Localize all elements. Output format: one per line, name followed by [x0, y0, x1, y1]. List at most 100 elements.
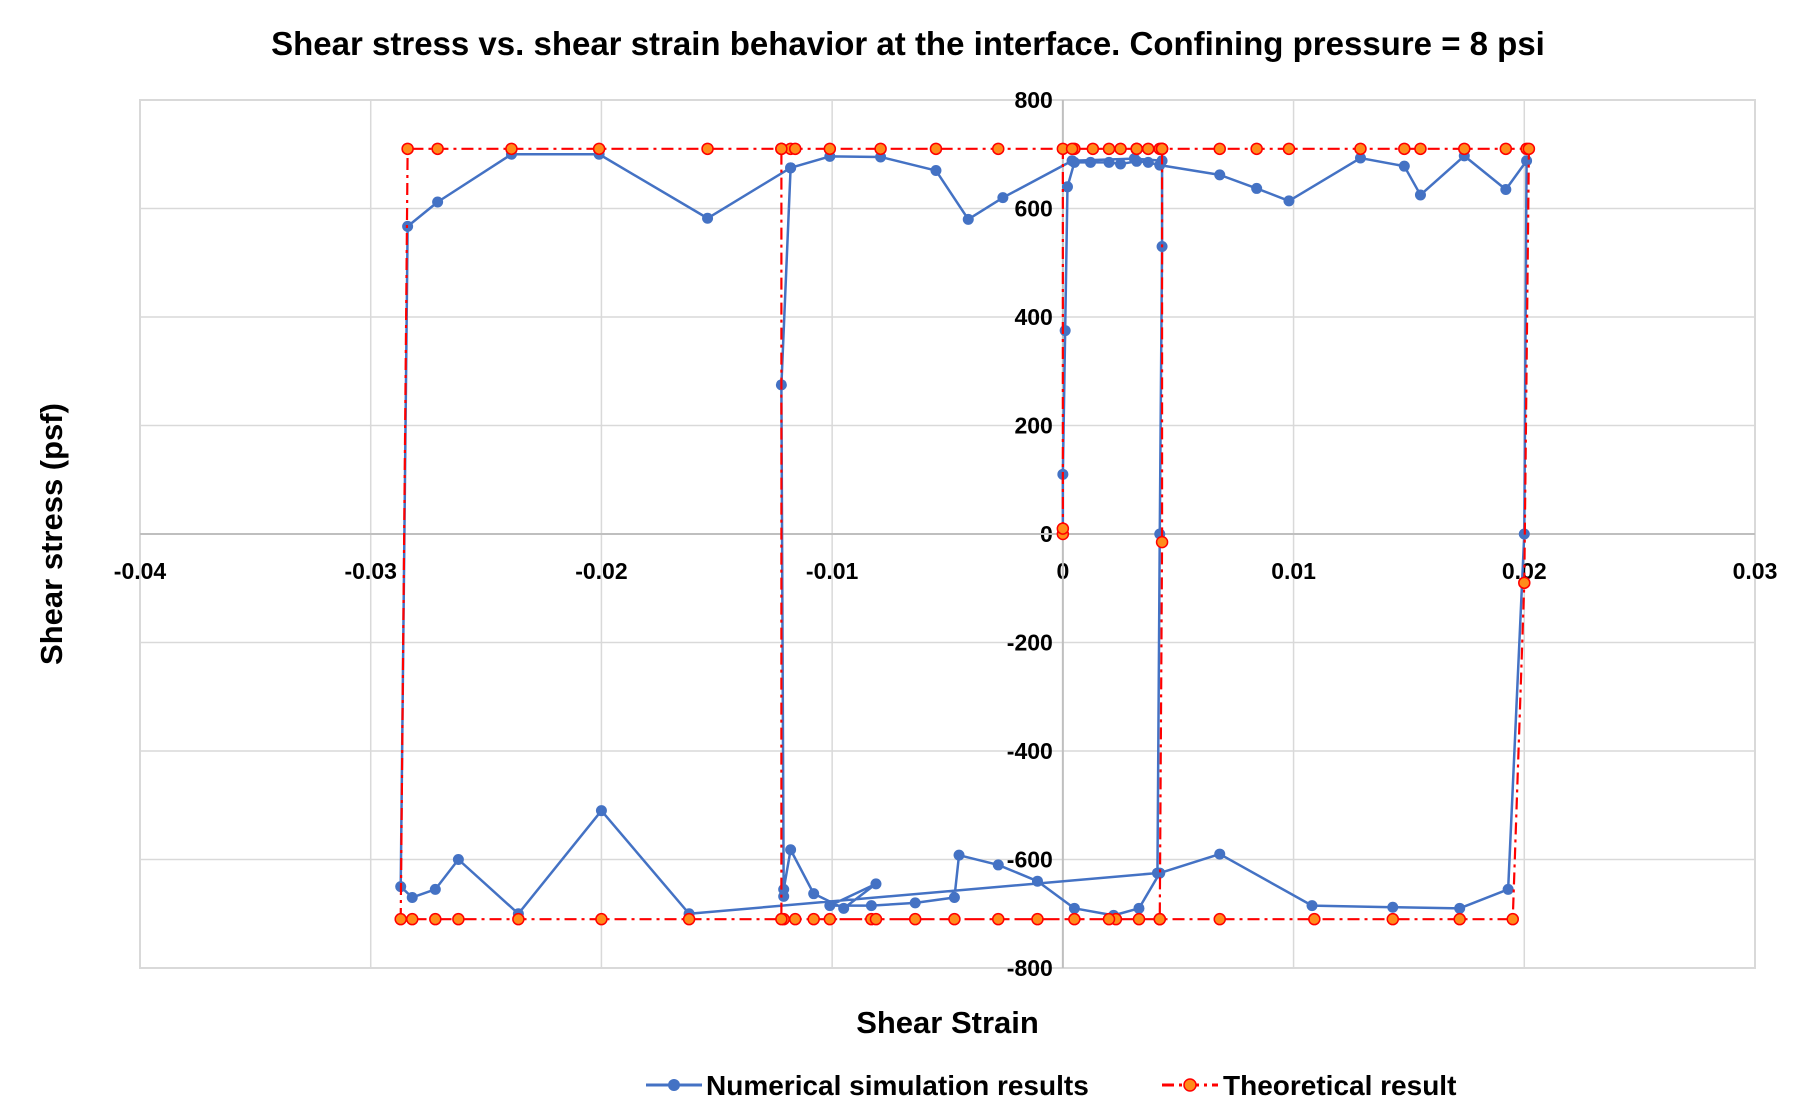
data-point	[1132, 912, 1146, 926]
data-point	[452, 854, 464, 865]
data-point	[1130, 142, 1143, 156]
data-point	[962, 213, 974, 225]
y-tick-label: -400	[1007, 738, 1053, 764]
data-point	[788, 142, 802, 156]
data-point	[1031, 912, 1044, 926]
data-point	[808, 888, 820, 900]
data-point	[682, 912, 696, 926]
data-point	[775, 912, 788, 926]
data-point	[908, 912, 922, 926]
data-point	[505, 142, 518, 156]
data-point	[1155, 535, 1169, 549]
data-point	[1065, 142, 1079, 156]
data-point	[874, 142, 887, 156]
data-point	[1059, 325, 1071, 337]
data-point	[1102, 912, 1116, 926]
x-tick-label: -0.03	[344, 558, 396, 584]
data-point	[997, 192, 1009, 204]
data-point	[929, 142, 943, 156]
data-point	[930, 165, 942, 177]
data-point	[1308, 912, 1321, 926]
data-point	[865, 900, 877, 912]
data-point	[701, 142, 714, 156]
data-point	[1142, 156, 1154, 168]
y-tick-label: 800	[1014, 87, 1052, 113]
data-point	[1250, 142, 1263, 156]
data-point	[778, 890, 790, 902]
data-point	[1102, 142, 1116, 156]
data-point	[1521, 155, 1533, 167]
legend-item-numerical[interactable]: Numerical simulation results	[646, 1070, 1089, 1101]
legend-item-theoretical[interactable]: Theoretical result	[1162, 1070, 1456, 1101]
data-point	[1387, 901, 1399, 913]
x-tick-label: 0.01	[1271, 558, 1316, 584]
data-point	[788, 912, 802, 926]
data-point	[595, 805, 607, 817]
data-point	[870, 878, 882, 890]
data-point	[807, 912, 820, 926]
data-point	[992, 142, 1005, 156]
data-point	[1414, 189, 1426, 201]
y-tick-label: 200	[1014, 413, 1052, 439]
data-point	[1398, 160, 1410, 172]
data-point	[948, 912, 961, 926]
data-point	[1502, 883, 1514, 895]
data-point	[1061, 181, 1073, 193]
data-point	[1103, 156, 1115, 168]
x-tick-label: 0.03	[1733, 558, 1778, 584]
data-point	[909, 897, 921, 909]
data-point	[1251, 182, 1263, 194]
data-point	[1518, 576, 1531, 590]
legend-marker-numerical	[668, 1079, 680, 1091]
data-point	[429, 912, 442, 926]
chart-title: Shear stress vs. shear strain behavior a…	[271, 25, 1545, 62]
data-point	[1153, 912, 1167, 926]
data-point	[452, 912, 465, 926]
data-point	[1354, 152, 1366, 164]
data-point	[1068, 912, 1081, 926]
data-point	[992, 912, 1005, 926]
data-point	[512, 912, 525, 926]
y-tick-label: -800	[1007, 955, 1053, 981]
data-point	[1354, 142, 1367, 156]
legend-marker-theoretical	[1183, 1078, 1197, 1092]
y-tick-label: 400	[1014, 304, 1052, 330]
data-point	[1151, 867, 1163, 879]
data-point	[1453, 912, 1466, 926]
data-point	[953, 849, 965, 861]
legend-label-numerical: Numerical simulation results	[706, 1070, 1089, 1101]
y-tick-label: -200	[1007, 630, 1053, 656]
data-point	[1066, 155, 1078, 167]
data-point	[1214, 848, 1226, 860]
legend-label-theoretical: Theoretical result	[1223, 1070, 1456, 1101]
data-point	[1086, 142, 1100, 156]
data-point	[1522, 142, 1536, 156]
data-point	[1398, 142, 1411, 156]
data-point	[406, 891, 418, 903]
data-point	[869, 912, 883, 926]
data-point	[429, 883, 441, 895]
data-point	[1282, 142, 1296, 156]
data-point	[401, 142, 414, 156]
data-point	[838, 902, 850, 914]
data-point	[785, 162, 797, 174]
data-point	[1141, 142, 1155, 156]
data-point	[702, 212, 714, 224]
data-point	[432, 196, 444, 208]
x-tick-label: -0.04	[114, 558, 167, 584]
data-point	[824, 900, 836, 912]
data-point	[1454, 902, 1466, 914]
data-point	[592, 142, 606, 156]
data-point	[1031, 875, 1043, 887]
data-point	[1114, 142, 1127, 156]
data-point	[823, 912, 837, 926]
data-point	[405, 912, 419, 926]
data-point	[1115, 158, 1127, 170]
data-point	[823, 142, 837, 156]
data-point	[1213, 912, 1226, 926]
y-tick-label: -600	[1007, 847, 1053, 873]
